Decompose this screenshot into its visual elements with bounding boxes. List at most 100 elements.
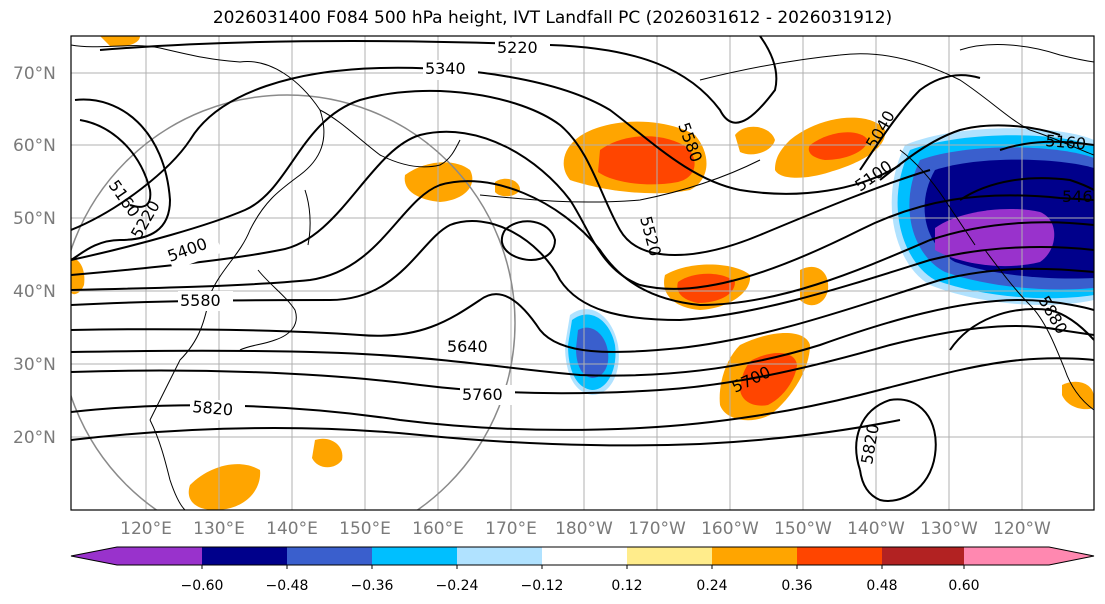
colorbar-tick-2: −0.48 xyxy=(266,578,309,594)
colorbar-swatch-4 xyxy=(372,547,457,565)
colorbar-tick-9: 0.48 xyxy=(866,578,897,594)
contour-5460 xyxy=(71,130,1094,290)
lon-label-120w: 120°W xyxy=(993,519,1051,539)
shading-pos-11 xyxy=(71,258,85,295)
colorbar-swatch-5 xyxy=(457,547,542,565)
lat-label-40n: 40°N xyxy=(13,282,56,302)
lon-label-130e: 130°E xyxy=(193,519,245,539)
colorbar-tick-8: 0.36 xyxy=(781,578,812,594)
coastline-asia xyxy=(71,44,325,421)
contour-5700 xyxy=(71,298,1094,377)
chart-title: 2026031400 F084 500 hPa height, IVT Land… xyxy=(212,8,893,28)
coastline-alaska xyxy=(699,53,1094,156)
contour-label-5220-n: 5220 xyxy=(497,38,538,57)
colorbar-swatch-7 xyxy=(627,547,712,565)
lat-label-70n: 70°N xyxy=(13,64,56,84)
lon-label-130w: 130°W xyxy=(920,519,978,539)
colorbar-extend-high xyxy=(1049,547,1094,565)
lon-label-120e: 120°E xyxy=(120,519,172,539)
contour-5340 xyxy=(71,66,901,231)
lon-label-180w: 180°W xyxy=(555,519,613,539)
lat-label-60n: 60°N xyxy=(13,136,56,156)
colorbar: −0.60 −0.48 −0.36 −0.24 −0.12 0.12 0.24 … xyxy=(70,546,1095,594)
lon-label-140w: 140°W xyxy=(847,519,905,539)
lon-labels: 120°E 130°E 140°E 150°E 160°E 170°E 180°… xyxy=(120,519,1051,539)
lat-labels: 70°N 60°N 50°N 40°N 30°N 20°N xyxy=(13,64,56,448)
contour-loop-central xyxy=(500,220,557,261)
contour-5640 xyxy=(71,267,1094,353)
coastline-arctic xyxy=(959,44,1094,63)
coastline-sakhalin xyxy=(304,189,311,246)
colorbar-tick-10: 0.60 xyxy=(948,578,979,594)
lon-label-150e: 150°E xyxy=(339,519,391,539)
contour-label-5160-e: 5160 xyxy=(1045,131,1087,153)
shading-pos-8-core xyxy=(740,353,797,406)
colorbar-tick-1: −0.60 xyxy=(181,578,224,594)
shading-pos-1-core xyxy=(598,136,695,185)
colorbar-swatch-10 xyxy=(882,547,964,565)
colorbar-swatch-2 xyxy=(202,547,287,565)
map-area: 5220 5340 5160 5220 5400 5580 5640 5760 … xyxy=(71,36,1103,510)
contour-5160-w xyxy=(79,119,152,208)
colorbar-swatch-1 xyxy=(117,547,202,565)
shading-pos-3-core xyxy=(808,132,868,160)
contour-label-5640: 5640 xyxy=(447,337,488,356)
contour-5040 xyxy=(859,74,981,171)
colorbar-tick-6: 0.12 xyxy=(611,578,642,594)
contour-label-5820: 5820 xyxy=(192,397,234,419)
contour-inner-e xyxy=(959,177,1094,201)
contour-5220-w xyxy=(71,98,172,261)
coastline-aleutians xyxy=(479,159,761,203)
lon-label-160w: 160°W xyxy=(701,519,759,539)
coastline-kamchatka xyxy=(319,109,461,168)
colorbar-tick-3: −0.36 xyxy=(351,578,394,594)
contour-5100 xyxy=(879,124,1061,181)
contour-label-5580: 5580 xyxy=(180,291,221,310)
lon-label-170w: 170°W xyxy=(628,519,686,539)
contour-5520 xyxy=(71,180,1094,307)
lon-label-140e: 140°E xyxy=(266,519,318,539)
colorbar-outline xyxy=(70,546,1095,566)
coastline-na-west xyxy=(984,249,1094,411)
contour-5820-e xyxy=(855,398,937,502)
lon-label-150w: 150°W xyxy=(774,519,832,539)
lat-label-30n: 30°N xyxy=(13,355,56,375)
contour-label-5340: 5340 xyxy=(425,59,466,78)
lon-label-170e: 170°E xyxy=(485,519,537,539)
shading-pos-6-core xyxy=(677,273,735,303)
coastline-philippines xyxy=(149,419,186,510)
contour-label-5460: 5460 xyxy=(1062,187,1103,206)
contour-5880-e xyxy=(949,308,1094,351)
shading-pos-10 xyxy=(312,438,343,468)
contour-5880 xyxy=(71,419,901,447)
height-contours xyxy=(71,36,1094,502)
lat-label-20n: 20°N xyxy=(13,428,56,448)
colorbar-swatch-6 xyxy=(542,547,627,565)
colorbar-tick-5: −0.12 xyxy=(521,578,564,594)
graticule xyxy=(71,36,1094,510)
contour-5820 xyxy=(71,357,1094,431)
colorbar-tick-4: −0.24 xyxy=(436,578,479,594)
map-frame xyxy=(70,35,1095,511)
colorbar-swatch-9 xyxy=(797,547,882,565)
contour-5760 xyxy=(71,324,1094,395)
shading-pos-4 xyxy=(404,162,473,202)
reference-circle xyxy=(71,94,516,510)
shading-pos-2 xyxy=(735,126,775,155)
shading-pos-9 xyxy=(188,464,261,510)
lat-label-50n: 50°N xyxy=(13,209,56,229)
colorbar-swatch-3 xyxy=(287,547,372,565)
coastline-japan xyxy=(239,269,297,351)
contour-5160-e xyxy=(999,140,1094,151)
colorbar-swatch-8 xyxy=(712,547,797,565)
shading-pos-13 xyxy=(100,36,140,47)
contour-5580 xyxy=(71,220,1094,322)
shading-layer xyxy=(71,36,1094,510)
colorbar-swatch-11 xyxy=(964,547,1049,565)
colorbar-tick-7: 0.24 xyxy=(696,578,727,594)
contour-5220-n xyxy=(99,36,778,124)
contour-label-5760: 5760 xyxy=(462,385,503,404)
colorbar-extend-low xyxy=(71,547,117,565)
contour-5400 xyxy=(71,89,931,261)
